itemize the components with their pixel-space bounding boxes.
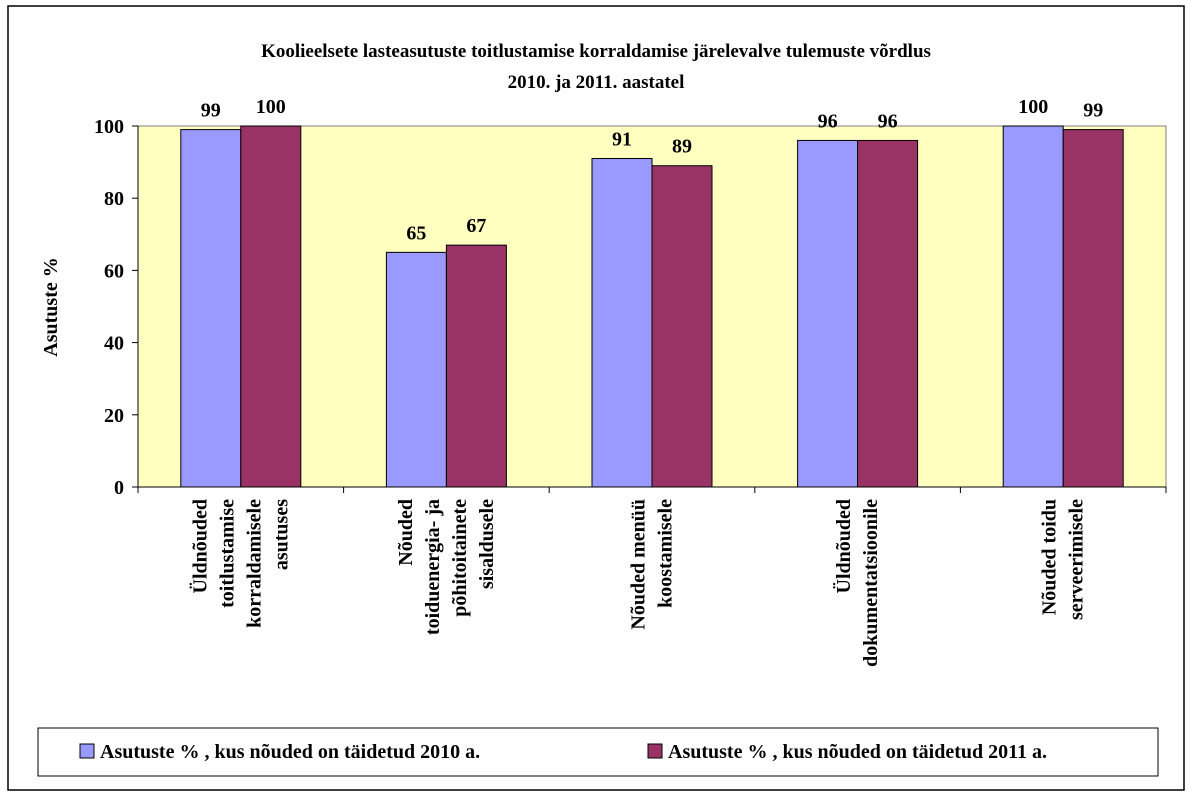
value-label: 99 <box>1083 100 1103 122</box>
bar <box>651 165 713 488</box>
bar <box>1002 125 1064 488</box>
x-tick-label: Nõuded toiduenergia- ja põhitoitainete sisa… <box>395 499 498 635</box>
chart-title: Koolieelsete lasteasutuste toitlustamise… <box>261 41 931 93</box>
bar <box>857 139 919 488</box>
y-tick-label: 100 <box>94 116 124 138</box>
value-label: 96 <box>818 110 838 132</box>
bar <box>240 125 302 488</box>
bar <box>180 129 242 488</box>
y-tick-label: 60 <box>104 260 124 282</box>
legend-swatch <box>647 743 663 759</box>
value-label: 96 <box>878 110 898 132</box>
value-label: 65 <box>406 222 426 244</box>
legend-box <box>37 727 1159 777</box>
bar <box>797 139 859 488</box>
y-tick-label: 40 <box>104 333 124 355</box>
x-tick-label: Nõuded toidu serveerimisele <box>1039 499 1088 620</box>
value-label: 100 <box>1018 96 1048 118</box>
value-label: 67 <box>466 215 486 237</box>
bar <box>445 244 507 488</box>
legend-label: Asutuste % , kus nõuded on täidetud 2010… <box>100 741 480 763</box>
value-label: 99 <box>201 100 221 122</box>
y-axis-label: Asutuste % <box>40 257 62 356</box>
y-tick-label: 20 <box>104 405 124 427</box>
value-label: 91 <box>612 128 632 150</box>
value-label: 100 <box>256 96 286 118</box>
x-tick-label: Nõuded menüü koostamisele <box>628 499 677 630</box>
y-tick-label: 80 <box>104 188 124 210</box>
value-label: 89 <box>672 136 692 158</box>
bar <box>1062 129 1124 488</box>
x-tick-label: Üldnõuded toitlustamise korraldamisele asut… <box>188 499 292 628</box>
legend-swatch <box>79 743 95 759</box>
bar <box>591 157 653 488</box>
x-tick-label: Üldnõuded dokumentatsioonile <box>832 499 882 667</box>
y-tick-label: 0 <box>114 477 124 499</box>
legend-label: Asutuste % , kus nõuded on täidetud 2011… <box>668 741 1047 763</box>
bar <box>385 251 447 488</box>
